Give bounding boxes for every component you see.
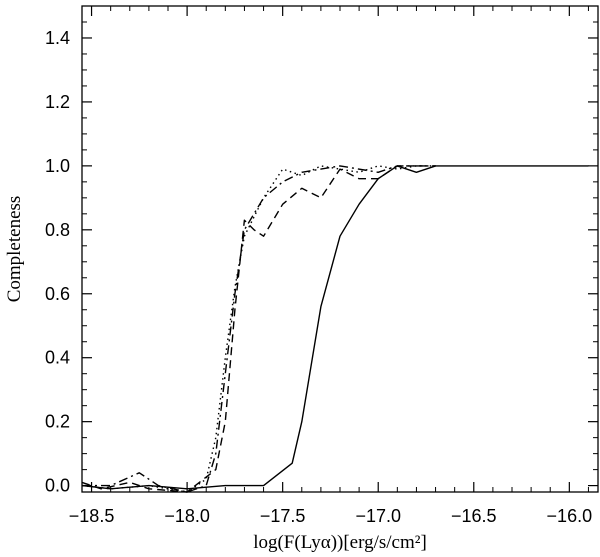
y-tick-label: 0.2 [45, 412, 70, 432]
y-axis-label: Completeness [4, 196, 25, 303]
x-axis-label: log(F(Lyα))[erg/s/cm²] [253, 532, 427, 553]
series-line-dotted [81, 165, 436, 493]
x-tick-label: −18.0 [164, 506, 210, 526]
series-line-dash-dot [82, 165, 436, 493]
x-tick-label: −17.0 [355, 506, 401, 526]
line-layer [81, 165, 589, 493]
y-tick-label: 1.0 [45, 156, 70, 176]
y-tick-label: 1.2 [45, 92, 70, 112]
y-tick-label: 0.4 [45, 348, 70, 368]
tick-layer: −18.5 −18.0 −17.5 −17.0 −16.5 −16.0 0.0 0.2 0.4 0… [45, 6, 598, 526]
x-tick-label: −17.5 [260, 506, 306, 526]
series-line-dashed [81, 165, 436, 493]
x-tick-label: −16.0 [547, 506, 593, 526]
y-tick-label: 1.4 [45, 28, 70, 48]
y-tick-label: 0.6 [45, 284, 70, 304]
y-tick-label: 0.8 [45, 220, 70, 240]
y-tick-label: 0.0 [45, 476, 70, 496]
plot-frame [81, 5, 599, 493]
x-tick-label: −16.5 [451, 506, 497, 526]
x-tick-label: −18.5 [69, 506, 115, 526]
series-line-solid [81, 165, 589, 490]
